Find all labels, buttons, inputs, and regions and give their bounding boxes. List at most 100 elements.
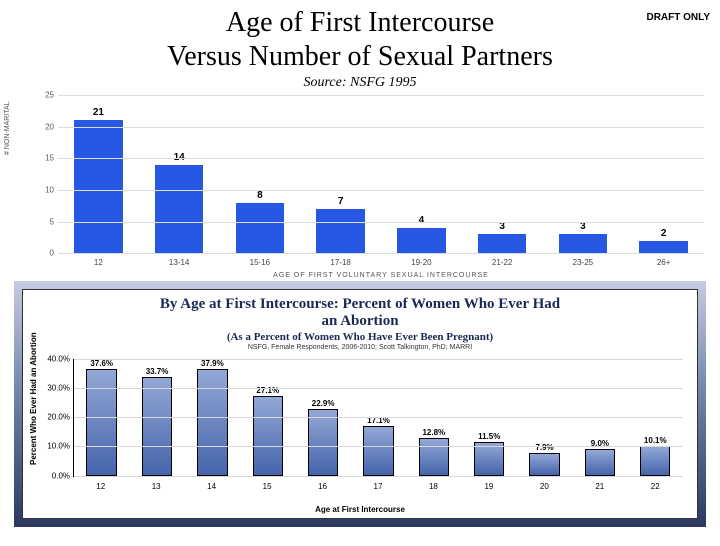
chart2-x-tick: 14 [184,482,239,491]
chart1-bar [639,241,687,254]
chart2-x-tick: 16 [295,482,350,491]
chart1-x-labels: 1213-1415-1617-1819-2021-2223-2526+ [58,258,704,267]
chart1-bar-value: 3 [499,221,505,232]
chart1-bar-value: 8 [257,190,263,201]
chart2-bar-value: 33.7% [146,367,169,376]
chart2-bar [419,438,449,475]
chart2-x-tick: 13 [128,482,183,491]
chart1-bar-column: 3 [543,95,624,253]
chart2-title-line-1: By Age at First Intercourse: Percent of … [160,296,560,312]
chart2-bar [197,369,227,476]
chart1-bar [316,209,364,253]
chart2-y-tick: 40.0% [38,354,70,363]
chart1-bar-column: 3 [462,95,543,253]
chart1-gridline [58,95,704,96]
chart2-bar [529,453,559,476]
chart1-bar-value: 2 [661,228,667,239]
chart1-bar [478,234,526,253]
title-line-2: Versus Number of Sexual Partners [167,41,553,72]
chart2-gridline [74,476,683,477]
chart1-x-tick: 13-14 [139,258,220,267]
chart2-bar [363,426,393,476]
chart1-x-tick: 23-25 [543,258,624,267]
chart1-bar-value: 14 [174,152,185,163]
chart1-x-axis-label: AGE OF FIRST VOLUNTARY SEXUAL INTERCOURS… [58,272,704,279]
chart2-title-line-2: an Abortion [321,313,398,329]
chart2-gridline [74,417,683,418]
chart1-y-tick: 10 [40,185,54,194]
chart1-x-tick: 17-18 [300,258,381,267]
chart2-bar [253,396,283,475]
chart2-gridline [74,446,683,447]
chart1-gridline [58,190,704,191]
chart1-bar-value: 4 [419,215,425,226]
chart1-bar [74,120,122,253]
watermark: DRAFT ONLY [646,12,710,23]
chart1-y-tick: 15 [40,154,54,163]
chart2-x-labels: 1213141516171819202122 [73,482,683,491]
chart2-y-tick: 0.0% [38,471,70,480]
chart1-y-tick: 20 [40,122,54,131]
chart2-bar [585,449,615,475]
chart2-x-tick: 17 [350,482,405,491]
chart2-plot-area: 37.6%33.7%37.9%27.1%22.9%17.1%12.8%11.5%… [73,359,683,477]
chart2-bar [308,409,338,476]
chart1-bar [559,234,607,253]
chart2-title: By Age at First Intercourse: Percent of … [31,296,689,331]
chart1-gridline [58,253,704,254]
chart2-bar [640,446,670,476]
chart1-bar-value: 3 [580,221,586,232]
chart1-x-tick: 12 [58,258,139,267]
chart2-y-tick: 10.0% [38,442,70,451]
chart1-bar-column: 7 [300,95,381,253]
chart1-bar-value: 21 [93,107,104,118]
chart2-x-tick: 22 [628,482,683,491]
chart2-frame: By Age at First Intercourse: Percent of … [14,281,706,527]
chart2-bar-value: 10.1% [644,436,667,445]
chart1-bar-column: 21 [58,95,139,253]
chart2-gridline [74,388,683,389]
chart1-y-tick: 0 [40,249,54,258]
chart2-bar-value: 11.5% [478,432,500,441]
chart1-gridline [58,158,704,159]
chart1-bar-value: 7 [338,196,344,207]
chart2-x-tick: 21 [572,482,627,491]
chart2-bar [86,369,116,476]
chart1-bars: 21 14 8 7 4 3 3 2 [58,95,704,253]
chart1-y-axis-label: # NON-MARITAL [4,102,11,156]
chart1-plot-area: 2114874332 0510152025 [58,95,704,253]
chart2-x-tick: 15 [239,482,294,491]
chart2-bar-value: 37.6% [90,359,113,368]
chart1-bar-column: 4 [381,95,462,253]
chart2-subtitle: (As a Percent of Women Who Have Ever Bee… [31,331,689,343]
chart2-body: Percent Who Ever Had an Abortion 37.6%33… [31,355,689,505]
chart2-x-axis-label: Age at First Intercourse [31,505,689,514]
chart1-x-tick: 19-20 [381,258,462,267]
chart2-x-tick: 20 [517,482,572,491]
chart1-container: # NON-MARITAL 2114874332 0510152025 1213… [40,95,710,275]
chart2-y-tick: 20.0% [38,413,70,422]
chart1-y-tick: 5 [40,217,54,226]
chart1-x-tick: 15-16 [220,258,301,267]
chart2-bar-value: 12.8% [422,428,445,437]
chart1-gridline [58,222,704,223]
chart2-gridline [74,359,683,360]
chart2-y-axis-label: Percent Who Ever Had an Abortion [29,332,38,465]
chart1-gridline [58,127,704,128]
chart2-bar-value: 22.9% [312,399,335,408]
chart1-x-tick: 26+ [623,258,704,267]
chart1-bar-column: 8 [220,95,301,253]
chart1-bar [155,165,203,253]
chart1-x-tick: 21-22 [462,258,543,267]
chart2-y-tick: 30.0% [38,383,70,392]
chart1-y-tick: 25 [40,91,54,100]
chart2-bar-value: 37.9% [201,359,224,368]
source-line: Source: NSFG 1995 [0,75,720,91]
chart2-container: By Age at First Intercourse: Percent of … [22,289,698,519]
title-line-1: Age of First Intercourse [226,7,494,38]
chart1-bar-column: 2 [623,95,704,253]
chart2-bar [142,377,172,476]
chart1-bar [236,203,284,254]
page-title: Age of First Intercourse Versus Number o… [0,6,720,73]
chart1-bar [397,228,445,253]
